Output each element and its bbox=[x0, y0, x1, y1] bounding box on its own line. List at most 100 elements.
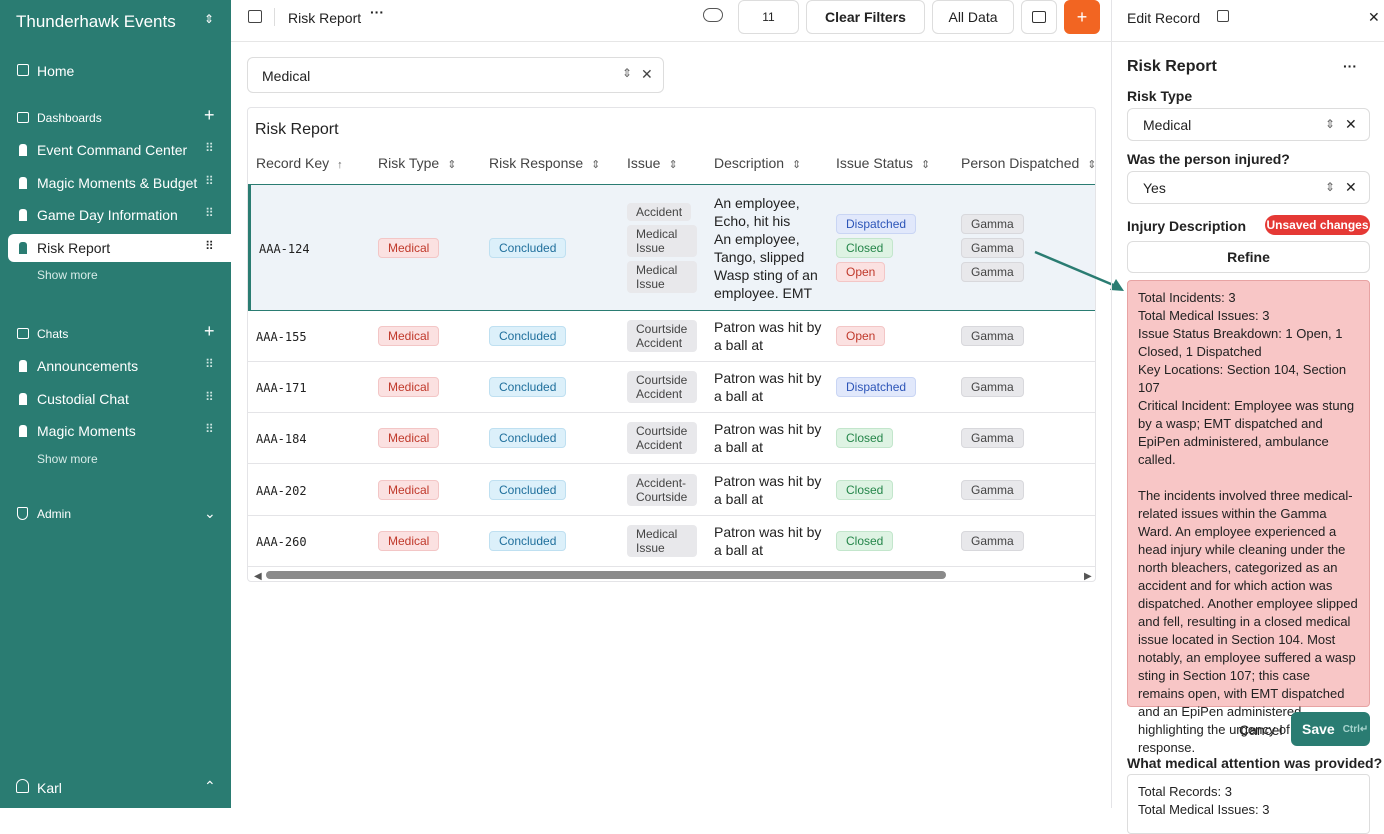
cancel-button[interactable]: Cancel bbox=[1239, 722, 1283, 738]
table-row[interactable]: AAA-124 Medical Concluded Accident Medical I… bbox=[248, 184, 1095, 311]
members-button[interactable]: 11 bbox=[738, 0, 799, 34]
scroll-right[interactable]: ▶ bbox=[1084, 571, 1092, 582]
admin-toggle[interactable]: ⌄ bbox=[204, 505, 216, 521]
section-add[interactable]: + bbox=[204, 105, 215, 125]
table-cell: AAA-171 bbox=[248, 379, 370, 395]
injury-textarea[interactable]: Total Incidents: 3 Total Medical Issues: … bbox=[1127, 280, 1370, 755]
nav-item[interactable]: Event Command Center bbox=[37, 142, 188, 158]
select-clear[interactable]: ✕ bbox=[1345, 179, 1357, 195]
filter-toggle[interactable]: ⇕ bbox=[622, 66, 633, 80]
record-menu[interactable]: ··· bbox=[1343, 58, 1357, 74]
risk-type-tag: Medical bbox=[378, 237, 440, 258]
table-cell: AAA-260 bbox=[248, 533, 370, 549]
scroll-left[interactable]: ◀ bbox=[254, 571, 262, 582]
status-wrap: Open bbox=[836, 324, 953, 348]
show-more[interactable]: Show more bbox=[37, 268, 98, 282]
description: Wasp sting of an employee. EMT ... bbox=[714, 266, 818, 301]
filter-box[interactable]: Medical ⇕ ✕ bbox=[247, 57, 664, 93]
section-icon bbox=[17, 328, 29, 339]
admin-section[interactable]: Admin bbox=[37, 507, 72, 521]
drag-handle[interactable]: ⠿ bbox=[205, 422, 214, 436]
workspace-toggle[interactable]: ⇕ bbox=[204, 12, 215, 26]
breadcrumb[interactable]: Risk Report bbox=[288, 10, 362, 26]
table-cell: Gamma bbox=[953, 529, 1095, 553]
nav-item[interactable]: Home bbox=[37, 63, 75, 79]
add-button[interactable]: + bbox=[1064, 0, 1100, 34]
description: Patron was hit by a ball at courtside. .… bbox=[714, 370, 822, 404]
scope-button[interactable]: All Data bbox=[932, 0, 1014, 34]
column-name: Description bbox=[714, 155, 785, 171]
drag-handle[interactable]: ⠿ bbox=[205, 238, 214, 253]
issue-wrap: Courtside Accident bbox=[627, 318, 706, 354]
refine-button[interactable]: Refine bbox=[1127, 241, 1370, 273]
table-row[interactable]: AAA-260 Medical Concluded Medical Issue Patr… bbox=[248, 516, 1095, 567]
sync-icon[interactable] bbox=[703, 8, 723, 22]
risk-type-select[interactable]: Medical ⇕ ✕ bbox=[1127, 108, 1370, 141]
status-tag: Open bbox=[836, 326, 886, 346]
description: Patron was hit by a ball at courtside. .… bbox=[714, 472, 822, 507]
close-panel[interactable]: ✕ bbox=[1368, 9, 1380, 25]
scrollbar[interactable] bbox=[266, 571, 946, 579]
person-wrap: Gamma bbox=[961, 236, 1095, 260]
drag-handle[interactable]: ⠿ bbox=[205, 389, 214, 404]
table-row[interactable]: AAA-184 Medical Concluded Courtside Acciden… bbox=[248, 413, 1095, 464]
person-wrap: Gamma bbox=[961, 426, 1095, 450]
sidebar: Thunderhawk Events ⇕ Home Karl ⌃ Admin ⌄… bbox=[0, 0, 231, 808]
issue-wrap: Accident-Courtside bbox=[627, 472, 706, 508]
record-key: AAA-124 bbox=[259, 241, 310, 256]
save-button[interactable]: Save Ctrl↵ bbox=[1291, 712, 1370, 746]
table-cell: Dispatched Closed Open bbox=[828, 212, 953, 284]
nav-item[interactable]: Magic Moments & Budget bbox=[37, 174, 198, 191]
text-line: Total Records: 3 bbox=[1138, 784, 1232, 799]
person-wrap: Gamma bbox=[961, 478, 1095, 502]
sidebar-toggle[interactable] bbox=[248, 10, 262, 23]
injured-select[interactable]: Yes ⇕ ✕ bbox=[1127, 171, 1370, 204]
table-row[interactable]: AAA-155 Medical Concluded Courtside Acciden… bbox=[248, 311, 1095, 362]
panel-header-title: Edit Record bbox=[1127, 10, 1201, 26]
field-label: Risk Type bbox=[1127, 88, 1193, 104]
column-header[interactable]: Risk Type ⇕ bbox=[370, 155, 481, 171]
section-title[interactable]: Chats bbox=[37, 327, 69, 341]
show-more[interactable]: Show more bbox=[37, 451, 98, 466]
select-toggle[interactable]: ⇕ bbox=[1325, 117, 1336, 131]
column-header[interactable]: Person Dispatched ⇕ bbox=[953, 155, 1095, 171]
nav-item[interactable]: Magic Moments bbox=[37, 423, 136, 439]
table-cell: Accident Medical Issue Medical Issue bbox=[619, 201, 706, 295]
select-toggle[interactable]: ⇕ bbox=[1325, 180, 1336, 194]
column-header[interactable]: Record Key ↑ bbox=[248, 155, 370, 171]
drag-handle[interactable]: ⠿ bbox=[205, 141, 214, 155]
open-external[interactable] bbox=[1217, 10, 1229, 22]
table-cell: Concluded bbox=[481, 478, 619, 502]
clear-filters-button[interactable]: Clear Filters bbox=[806, 0, 925, 34]
drag-handle[interactable]: ⠿ bbox=[205, 357, 214, 371]
response-tag: Concluded bbox=[489, 428, 567, 448]
attention-textarea[interactable]: Total Records: 3 Total Medical Issues: 3 bbox=[1127, 774, 1370, 834]
breadcrumb-menu[interactable]: ··· bbox=[370, 4, 384, 20]
column-header[interactable]: Risk Response ⇕ bbox=[481, 155, 619, 171]
column-header[interactable]: Description ⇕ bbox=[706, 155, 828, 171]
filter-clear[interactable]: ✕ bbox=[641, 66, 653, 82]
drag-handle[interactable]: ⠿ bbox=[205, 206, 214, 220]
nav-item[interactable]: Announcements bbox=[37, 358, 139, 374]
user-name[interactable]: Karl bbox=[37, 780, 62, 796]
nav-item[interactable]: Game Day Information bbox=[37, 207, 178, 223]
print-button[interactable] bbox=[1021, 0, 1057, 34]
issue-wrap: Medical Issue bbox=[627, 259, 706, 295]
table-cell: Accident-Courtside bbox=[619, 472, 706, 508]
description: Patron was hit by a ball at courtside. .… bbox=[714, 319, 822, 353]
nav-item[interactable]: Custodial Chat bbox=[37, 390, 129, 407]
workspace-name[interactable]: Thunderhawk Events bbox=[16, 12, 176, 31]
risk-type-tag: Medical bbox=[378, 377, 440, 397]
column-header[interactable]: Issue ⇕ bbox=[619, 155, 706, 171]
nav-item[interactable]: Risk Report bbox=[8, 233, 231, 262]
table-cell: Medical bbox=[370, 324, 481, 348]
table-row[interactable]: AAA-171 Medical Concluded Courtside Acciden… bbox=[248, 362, 1095, 413]
column-header[interactable]: Issue Status ⇕ bbox=[828, 155, 953, 171]
user-toggle[interactable]: ⌃ bbox=[204, 778, 216, 794]
response-tag: Concluded bbox=[489, 479, 567, 500]
select-clear[interactable]: ✕ bbox=[1345, 116, 1357, 132]
section-title[interactable]: Dashboards bbox=[37, 111, 102, 125]
drag-handle[interactable]: ⠿ bbox=[205, 173, 214, 188]
table-row[interactable]: AAA-202 Medical Concluded Accident-Courtsid… bbox=[248, 464, 1095, 516]
section-add[interactable]: + bbox=[204, 321, 215, 341]
